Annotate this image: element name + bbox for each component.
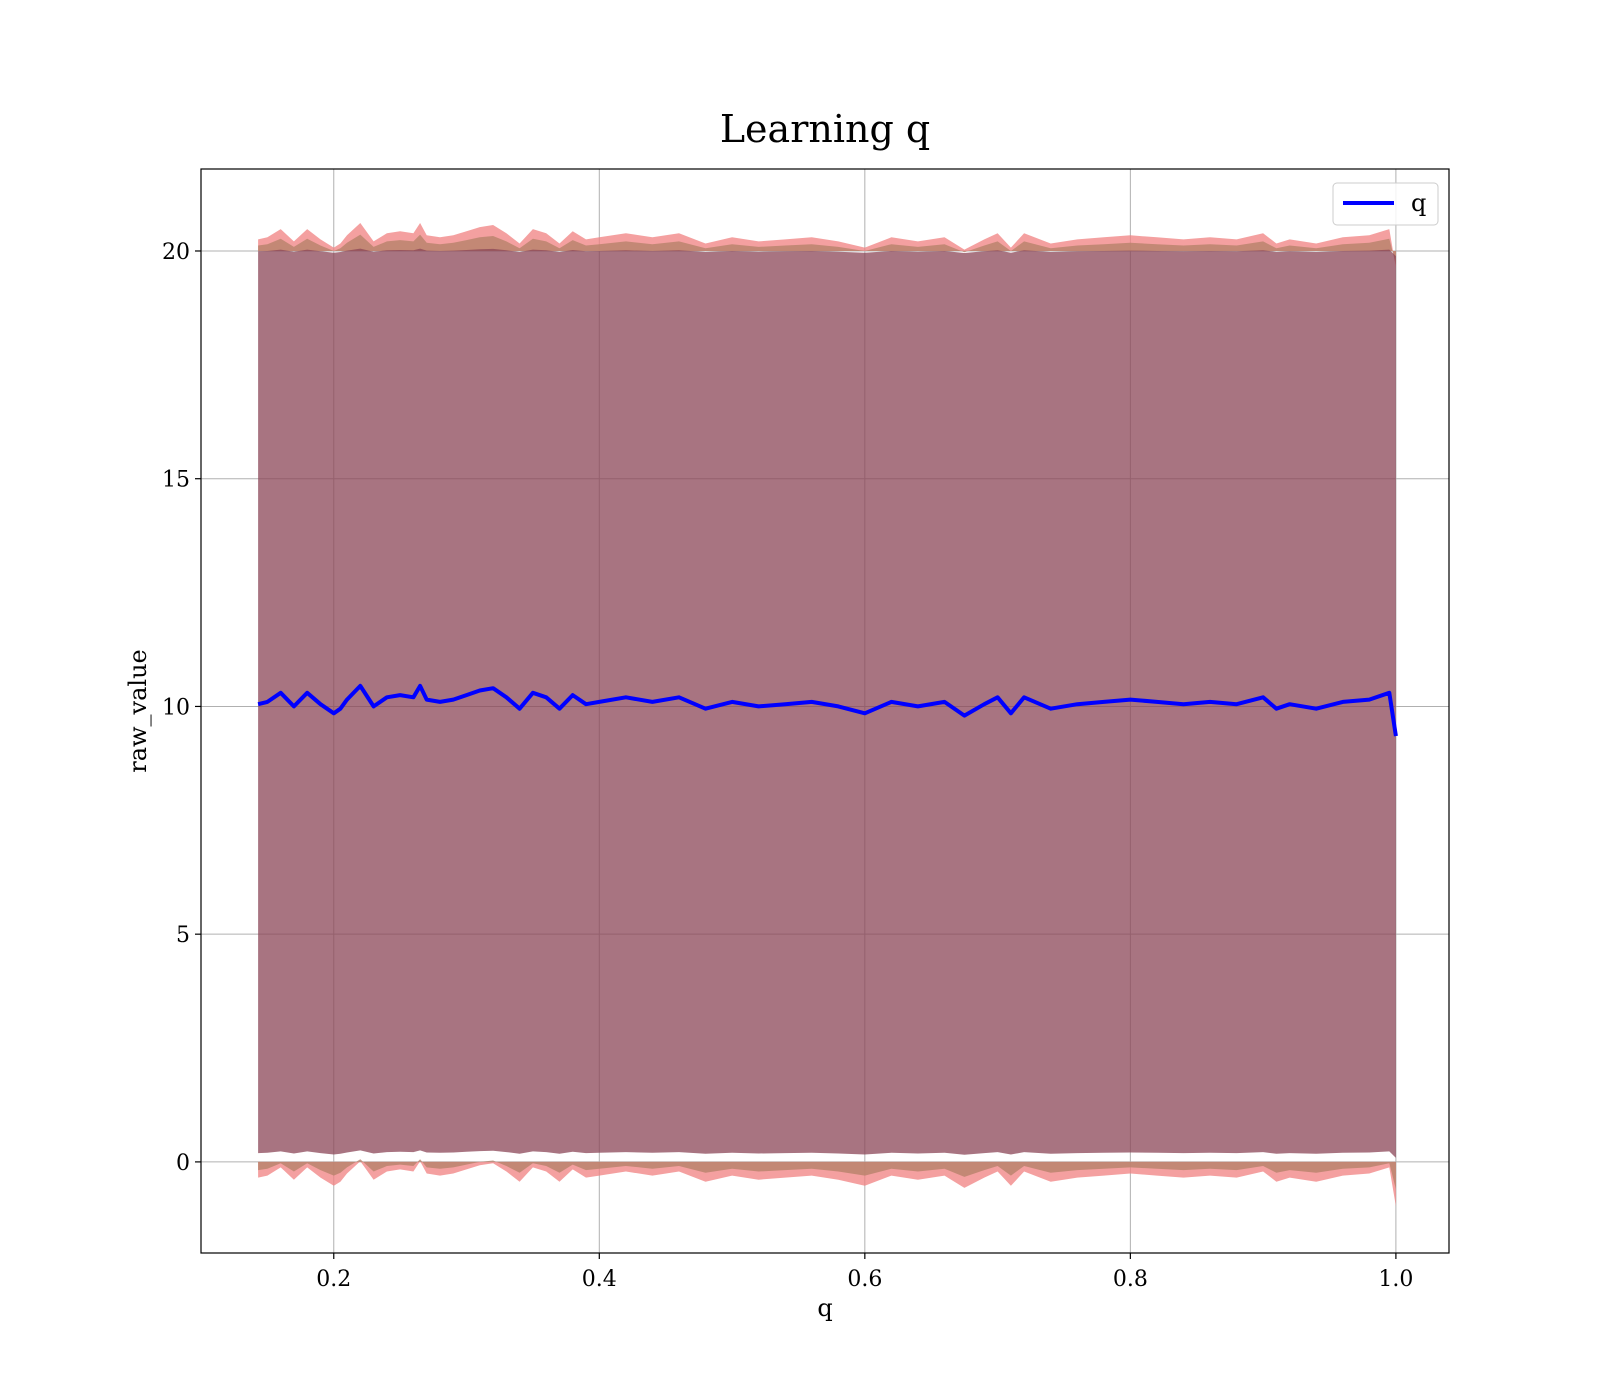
chart-title: Learning q [720,107,930,151]
x-tick-label: 1.0 [1378,1267,1413,1292]
legend-label-q: q [1411,189,1426,217]
lower-band-inner-fill [258,1159,1396,1190]
x-tick-label: 0.6 [847,1267,882,1292]
legend: q [1332,182,1439,226]
y-tick-label: 10 [162,695,190,720]
y-tick-label: 20 [162,240,190,265]
confidence-bands [258,223,1396,1207]
upper-band-inner-fill [258,234,1396,265]
upper-band-fill [258,223,1396,269]
series-lines [257,683,1398,737]
plot-frame [200,168,1450,1254]
y-tick-label: 5 [176,923,190,948]
x-tick-label: 0.4 [582,1267,617,1292]
x-axis-label: q [817,1294,832,1322]
y-tick-label: 0 [176,1151,190,1176]
x-tick-label: 0.2 [316,1267,351,1292]
y-tick-label: 15 [162,468,190,493]
lower-band-fill [258,1161,1396,1207]
y-axis-ticks: 0 5 10 15 20 [162,240,201,1176]
x-axis-ticks: 0.2 0.4 0.6 0.8 1.0 [316,1253,1413,1292]
x-tick-label: 0.8 [1113,1267,1148,1292]
y-axis-label: raw_value [124,649,152,773]
series-line-q [257,683,1398,737]
